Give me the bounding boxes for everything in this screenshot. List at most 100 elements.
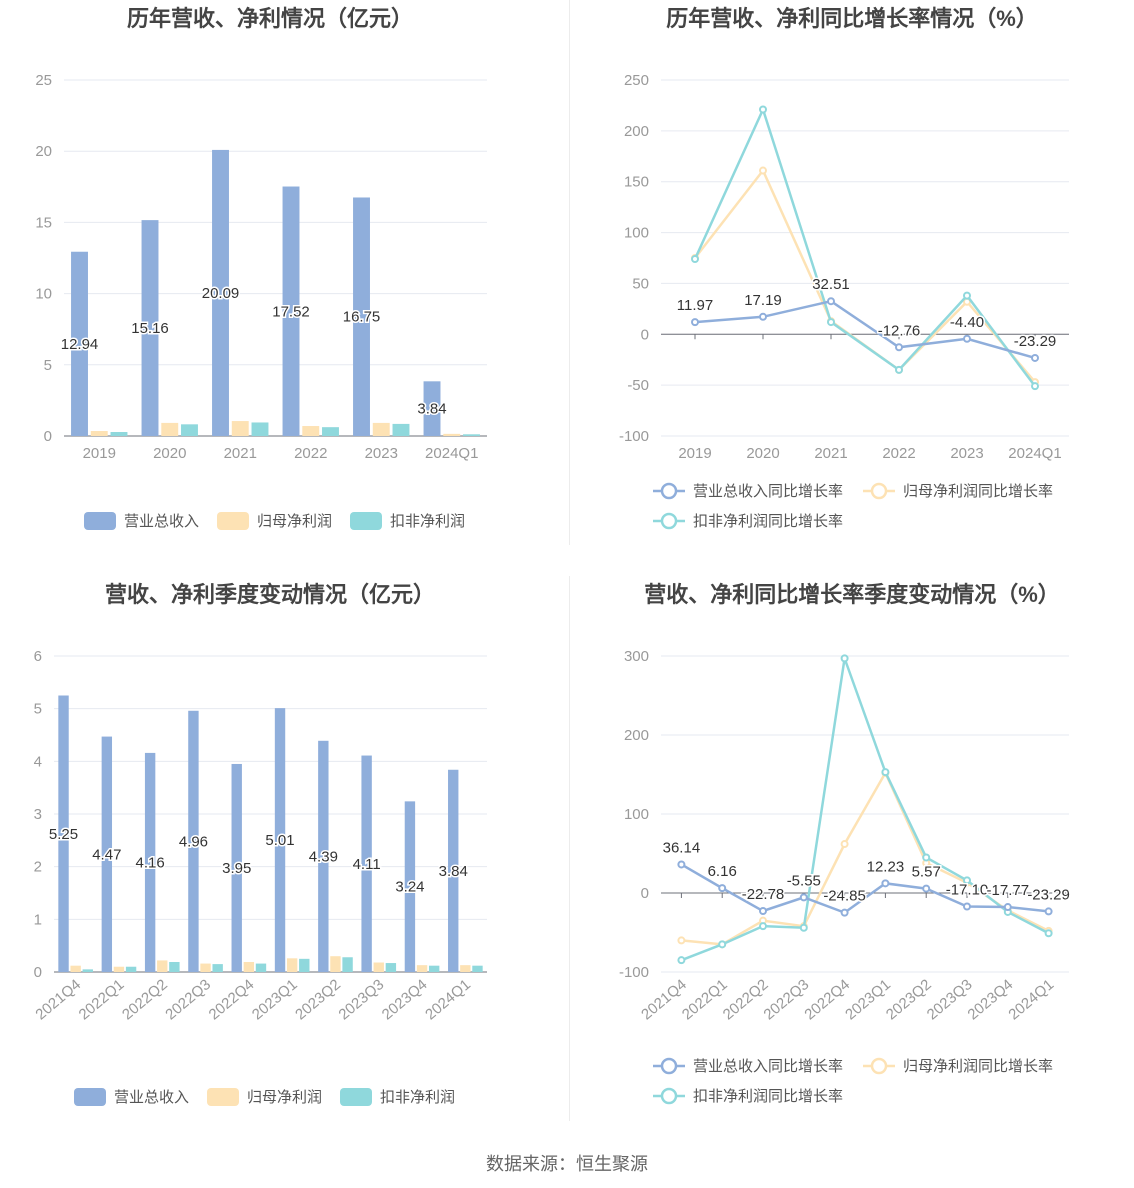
y-tick-label: 5	[44, 357, 52, 374]
bar-deducted-profit	[299, 958, 310, 972]
series-point	[881, 768, 890, 777]
x-tick-label: 2023Q1	[842, 976, 894, 1023]
x-tick-label: 2023	[365, 445, 398, 462]
x-tick-label: 2019	[678, 445, 711, 462]
series-point	[963, 334, 971, 343]
series-point	[963, 876, 971, 885]
bar-revenue	[212, 149, 229, 436]
bar-deducted-profit	[342, 957, 353, 972]
legend-label: 归母净利润	[247, 1089, 322, 1106]
y-tick-label: 15	[35, 214, 52, 231]
bar-value-label: 5.25	[49, 826, 78, 843]
series-point	[1044, 907, 1053, 916]
series-point	[963, 291, 971, 300]
legend-label: 营业总收入	[114, 1089, 189, 1106]
y-tick-label: 6	[34, 648, 42, 665]
bar-value-label: 12.94	[61, 336, 99, 353]
x-tick-label: 2022Q1	[679, 976, 731, 1023]
legend-marker	[660, 482, 678, 500]
bar-deducted-profit	[322, 427, 339, 436]
x-tick-label: 2023Q3	[335, 976, 387, 1023]
point-value-label: 11.97	[677, 297, 713, 314]
point-value-label: -17.10	[946, 882, 989, 899]
chart-svg: 营收、净利季度变动情况（亿元） 0 1 2 3 4 5 6 2021Q42022Q12022Q2…	[32, 582, 487, 1106]
vertical-divider-top	[569, 0, 570, 545]
bar-revenue	[404, 801, 416, 972]
bar-value-label: 4.47	[92, 846, 121, 863]
x-tick-label: 2021Q4	[32, 976, 84, 1023]
y-tick-label: 200	[624, 727, 649, 744]
legend-label: 营业总收入同比增长率	[693, 483, 843, 500]
x-tick-label: 2022	[294, 445, 327, 462]
series-point	[1031, 353, 1039, 362]
bar-revenue	[274, 708, 286, 972]
legend-label: 扣非净利润	[390, 513, 465, 530]
bar-revenue	[361, 755, 372, 972]
bar-net-profit	[70, 965, 81, 972]
point-value-label: -23.29	[1014, 333, 1057, 350]
x-tick-label: 2023Q3	[924, 976, 976, 1023]
series-line-deducted-profit	[680, 657, 1050, 962]
series-point	[827, 297, 835, 306]
bar-revenue	[231, 763, 242, 972]
x-tick-label: 2023Q2	[883, 976, 935, 1023]
series-point	[840, 654, 849, 663]
bar-revenue	[448, 769, 459, 972]
legend-swatch	[207, 1088, 239, 1106]
y-tick-label: 200	[624, 123, 649, 140]
y-tick-label: 20	[35, 143, 52, 160]
chart-title: 历年营收、净利同比增长率情况（%）	[666, 6, 1038, 31]
bar-revenue	[71, 251, 88, 436]
series-point	[759, 166, 767, 175]
series-point	[677, 860, 686, 869]
legend-swatch	[340, 1088, 372, 1106]
bar-deducted-profit	[392, 423, 410, 436]
legend-label: 扣非净利润同比增长率	[693, 1088, 843, 1105]
series-point	[840, 908, 849, 917]
bar-deducted-profit	[212, 964, 223, 972]
x-tick-label: 2022Q4	[206, 976, 258, 1023]
x-tick-label: 2024Q1	[425, 445, 478, 462]
bar-value-label: 15.16	[131, 320, 169, 337]
bar-deducted-profit	[82, 969, 93, 972]
x-tick-label: 2022Q3	[761, 976, 813, 1023]
chart-svg: 历年营收、净利情况（亿元） 0 5 10 15 20 25 2019 2020 2021 2022 2…	[35, 6, 487, 530]
y-tick-label: 2	[34, 859, 42, 876]
series-point	[827, 318, 835, 327]
bar-net-profit	[286, 958, 298, 972]
series-point	[895, 343, 903, 352]
point-value-label: -17.77	[987, 882, 1030, 899]
y-tick-label: -100	[619, 428, 649, 445]
quarterly-revenue-profit-panel: 营收、净利季度变动情况（亿元） 0 1 2 3 4 5 6 2021Q4 2022Q1 2022Q2…	[0, 576, 567, 1152]
legend-label: 扣非净利润同比增长率	[693, 513, 843, 530]
y-tick-label: -100	[619, 964, 649, 981]
series-point	[691, 318, 699, 327]
bar-value-label: 4.39	[309, 848, 338, 865]
legend-label: 营业总收入	[124, 513, 199, 530]
bar-deducted-profit	[472, 965, 483, 972]
legend-swatch	[217, 512, 249, 530]
bar-net-profit	[231, 421, 249, 436]
series-point	[1003, 903, 1012, 912]
x-tick-label: 2022Q2	[119, 976, 171, 1023]
series-line-net-profit	[681, 770, 1050, 946]
series-point	[881, 879, 890, 888]
x-tick-label: 2020	[153, 445, 186, 462]
x-tick-label: 2022Q4	[801, 976, 853, 1023]
bar-net-profit	[416, 965, 428, 972]
chart-title: 历年营收、净利情况（亿元）	[127, 6, 413, 31]
annual-growth-rate-panel: 历年营收、净利同比增长率情况（%） -100 -50 0 50 100 150 200 250 2…	[567, 0, 1134, 576]
vertical-divider-bottom	[569, 576, 570, 1121]
y-tick-label: -50	[627, 377, 649, 394]
legend-label: 归母净利润同比增长率	[903, 1058, 1053, 1075]
bar-deducted-profit	[169, 961, 180, 972]
series-line-revenue	[694, 299, 1036, 360]
point-value-label: -23.29	[1027, 886, 1070, 903]
y-tick-label: 5	[34, 701, 42, 718]
bar-net-profit	[90, 431, 108, 436]
bar-deducted-profit	[255, 963, 267, 972]
x-tick-label: 2024Q1	[422, 976, 474, 1023]
x-tick-label: 2022Q1	[76, 976, 128, 1023]
bar-value-label: 3.24	[395, 879, 424, 896]
series-point	[799, 923, 808, 932]
